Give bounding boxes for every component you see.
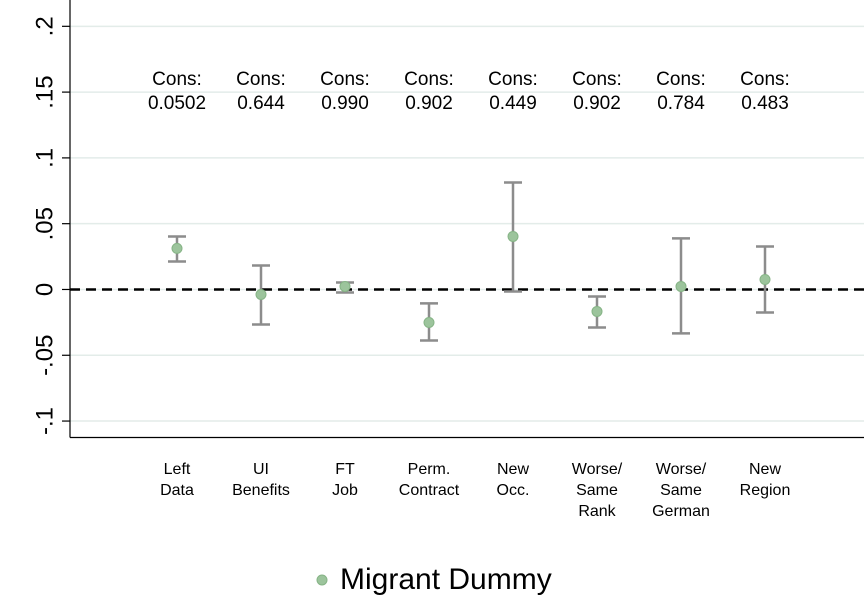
y-tick-label: .05 xyxy=(31,207,58,240)
annotation: Cons: 0.483 xyxy=(740,69,790,114)
point xyxy=(591,305,603,317)
annotation: Cons: 0.902 xyxy=(404,69,454,114)
point xyxy=(255,288,267,300)
x-tick-label: New Region xyxy=(739,461,791,499)
point xyxy=(171,242,183,254)
y-tick-label: 0 xyxy=(31,283,58,296)
y-tick-label: .1 xyxy=(31,148,58,168)
annotation: Cons: 0.449 xyxy=(488,69,538,114)
x-tick-label: Left Data xyxy=(160,461,194,499)
x-tick-label: Worse/ Same Rank xyxy=(571,461,623,520)
annotation: Cons: 0.902 xyxy=(572,69,622,114)
legend-marker xyxy=(316,574,328,586)
y-tick-label: -.05 xyxy=(31,335,58,376)
point xyxy=(507,230,519,242)
x-tick-label: FT Job xyxy=(332,461,358,499)
y-tick-label: .15 xyxy=(31,75,58,108)
x-tick-label: Perm. Contract xyxy=(398,461,460,499)
annotation: Cons: 0.990 xyxy=(320,69,370,114)
point xyxy=(339,280,351,292)
point xyxy=(423,317,435,328)
annotation: Cons: 0.0502 xyxy=(147,69,207,114)
annotation: Cons: 0.644 xyxy=(236,69,286,114)
x-tick-label: New Occ. xyxy=(496,461,530,499)
y-tick-label: -.1 xyxy=(31,407,58,435)
x-tick-label: Worse/ Same German xyxy=(652,461,710,520)
legend-label: Migrant Dummy xyxy=(340,563,552,596)
annotation: Cons: 0.784 xyxy=(656,69,706,114)
y-tick-label: .2 xyxy=(31,16,58,36)
point xyxy=(759,273,771,285)
x-tick-label: UI Benefits xyxy=(232,461,290,499)
point xyxy=(675,280,687,292)
